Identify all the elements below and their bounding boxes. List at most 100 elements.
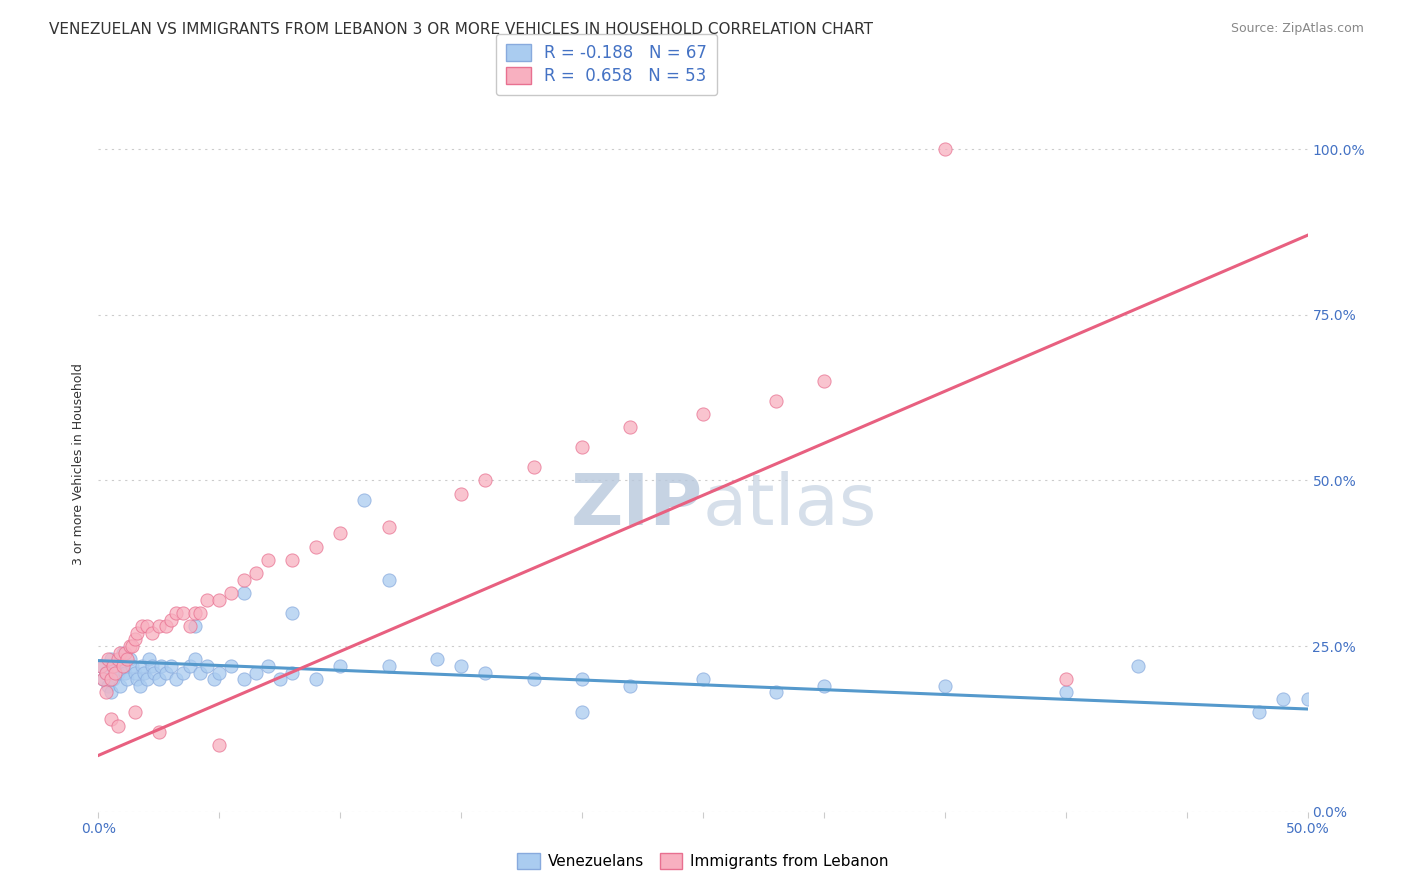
Point (474, 474, 496, 488)
Point (160, 659, 183, 673)
Point (184, 619, 207, 633)
Point (104, 665, 127, 680)
Point (104, 659, 127, 673)
Point (765, 685, 787, 699)
Text: VENEZUELAN VS IMMIGRANTS FROM LEBANON 3 OR MORE VEHICLES IN HOUSEHOLD CORRELATIO: VENEZUELAN VS IMMIGRANTS FROM LEBANON 3 … (49, 22, 873, 37)
Point (155, 619, 177, 633)
Point (179, 659, 201, 673)
Point (100, 672, 122, 686)
Legend: R = -0.188   N = 67, R =  0.658   N = 53: R = -0.188 N = 67, R = 0.658 N = 53 (496, 34, 717, 95)
Point (172, 665, 194, 680)
Point (127, 672, 149, 686)
Point (184, 652, 207, 666)
Point (108, 679, 131, 693)
Point (184, 606, 207, 620)
Point (111, 646, 134, 660)
Point (107, 652, 129, 666)
Point (100, 712, 122, 726)
Point (1296, 692, 1319, 706)
Point (94, 665, 117, 680)
Point (221, 586, 243, 600)
Point (245, 665, 267, 680)
Point (117, 652, 139, 666)
Point (232, 586, 254, 600)
Point (619, 420, 641, 434)
Point (124, 632, 146, 647)
Point (188, 665, 211, 680)
Point (165, 672, 187, 686)
Point (692, 407, 714, 421)
Point (117, 672, 139, 686)
Point (208, 665, 231, 680)
Point (135, 619, 157, 633)
Point (765, 393, 787, 408)
Point (165, 606, 187, 620)
Point (141, 659, 163, 673)
Point (571, 706, 593, 720)
Point (208, 739, 231, 753)
Point (195, 592, 218, 607)
Point (571, 672, 593, 686)
Point (934, 142, 956, 156)
Point (160, 613, 183, 627)
Point (232, 672, 254, 686)
Point (90, 659, 112, 673)
Point (91, 672, 114, 686)
Point (111, 659, 134, 673)
Point (329, 526, 352, 541)
Point (131, 619, 153, 633)
Point (245, 566, 267, 581)
Point (813, 679, 835, 693)
Point (523, 460, 546, 475)
Point (204, 672, 226, 686)
Y-axis label: 3 or more Vehicles in Household: 3 or more Vehicles in Household (72, 363, 86, 565)
Point (1249, 706, 1271, 720)
Text: ZIP: ZIP (571, 471, 703, 540)
Point (1128, 659, 1150, 673)
Point (571, 440, 593, 454)
Point (135, 672, 157, 686)
Legend: Venezuelans, Immigrants from Lebanon: Venezuelans, Immigrants from Lebanon (512, 847, 894, 875)
Point (1054, 685, 1077, 699)
Point (143, 665, 166, 680)
Point (100, 652, 122, 666)
Point (450, 659, 472, 673)
Point (118, 639, 141, 653)
Point (90, 659, 112, 673)
Point (523, 672, 546, 686)
Text: atlas: atlas (703, 471, 877, 540)
Point (934, 679, 956, 693)
Point (127, 625, 149, 640)
Point (377, 659, 399, 673)
Point (121, 639, 143, 653)
Point (107, 718, 129, 732)
Point (426, 652, 449, 666)
Point (100, 685, 122, 699)
Point (124, 665, 146, 680)
Point (1054, 672, 1077, 686)
Point (148, 619, 170, 633)
Point (281, 553, 304, 567)
Point (108, 646, 131, 660)
Point (305, 540, 328, 554)
Point (619, 679, 641, 693)
Point (131, 659, 153, 673)
Text: Source: ZipAtlas.com: Source: ZipAtlas.com (1230, 22, 1364, 36)
Point (134, 665, 156, 680)
Point (179, 619, 201, 633)
Point (232, 573, 254, 587)
Point (94, 685, 117, 699)
Point (148, 672, 170, 686)
Point (172, 606, 194, 620)
Point (107, 665, 129, 680)
Point (377, 520, 399, 534)
Point (111, 659, 134, 673)
Point (148, 725, 170, 739)
Point (692, 672, 714, 686)
Point (150, 659, 173, 673)
Point (124, 706, 146, 720)
Point (121, 659, 143, 673)
Point (813, 374, 835, 388)
Point (141, 625, 163, 640)
Point (94, 665, 117, 680)
